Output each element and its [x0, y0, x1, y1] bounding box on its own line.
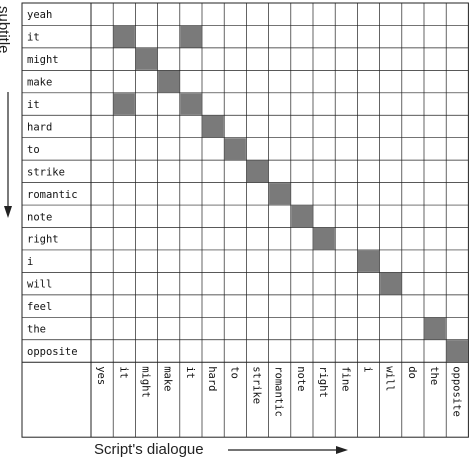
column-label: hard	[206, 366, 218, 391]
match-cell	[180, 25, 202, 48]
row-label: note	[27, 211, 52, 223]
column-label: it	[184, 366, 196, 379]
column-label: the	[428, 366, 440, 385]
row-label: hard	[27, 121, 52, 133]
row-label: i	[27, 256, 33, 268]
match-cell	[380, 272, 402, 295]
row-label: it	[27, 32, 40, 44]
match-cell	[180, 93, 202, 115]
x-axis-title: Script's dialogue	[94, 441, 204, 458]
match-cell	[224, 138, 246, 160]
row-label: romantic	[27, 189, 78, 201]
row-label: make	[27, 77, 52, 89]
match-cell	[246, 160, 269, 183]
column-label: fine	[339, 366, 351, 391]
row-label: strike	[27, 166, 65, 178]
grid-lines	[21, 2, 469, 438]
match-cell	[313, 228, 335, 250]
column-label: will	[384, 366, 396, 391]
row-labels: yeah it might make it hard to strike romantic not…	[27, 9, 78, 358]
row-label: opposite	[27, 346, 78, 358]
column-label: yes	[95, 366, 107, 385]
match-cell	[158, 70, 180, 93]
y-axis-title: subtitle	[0, 6, 12, 54]
match-cell	[269, 183, 291, 205]
match-cell	[291, 205, 313, 227]
match-cell	[446, 340, 468, 362]
column-label: do	[406, 366, 418, 379]
column-label: note	[295, 366, 307, 391]
column-label: make	[162, 366, 174, 391]
row-label: right	[27, 234, 59, 246]
column-label: might	[140, 366, 152, 398]
row-label: it	[27, 99, 40, 111]
column-label: strike	[251, 366, 263, 404]
column-label: right	[317, 366, 329, 398]
row-label: yeah	[27, 9, 52, 21]
matrix-border	[21, 2, 469, 438]
row-label: might	[27, 54, 59, 66]
column-label: i	[362, 366, 374, 372]
column-label: romantic	[273, 366, 285, 417]
column-label: it	[117, 366, 129, 379]
match-cell	[135, 48, 158, 70]
column-label: to	[228, 366, 240, 379]
row-label: feel	[27, 301, 52, 313]
row-label: will	[27, 279, 52, 291]
x-axis-arrow	[228, 446, 348, 454]
match-cell	[113, 93, 135, 115]
match-cell	[424, 317, 446, 340]
column-labels: yes it might make it hard to strike romantic note…	[95, 366, 462, 417]
row-label: the	[27, 324, 46, 336]
match-cell	[113, 25, 135, 48]
row-label: to	[27, 144, 40, 156]
match-cells	[113, 25, 468, 362]
y-axis-arrow	[4, 92, 12, 218]
match-cell	[357, 250, 380, 272]
match-cell	[202, 115, 224, 138]
column-label: opposite	[450, 366, 462, 417]
